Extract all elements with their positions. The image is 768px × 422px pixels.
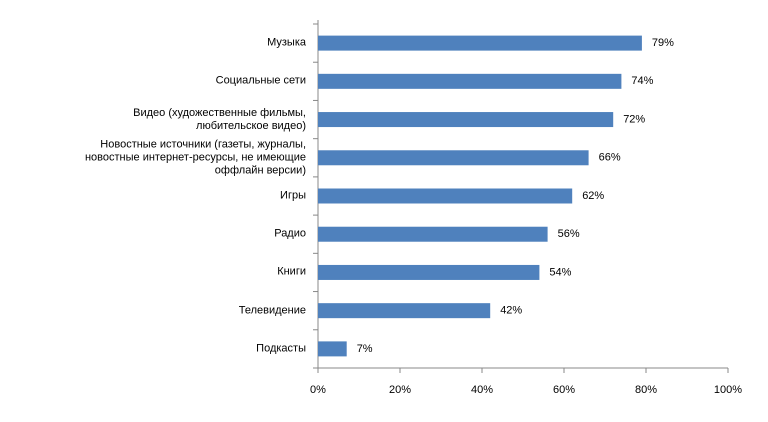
bar: [318, 341, 347, 357]
bar: [318, 226, 548, 242]
x-tick-label: 20%: [389, 384, 411, 396]
y-tick-label: Видео (художественные фильмы, любительск…: [133, 106, 306, 132]
x-tick-label: 40%: [471, 384, 493, 396]
y-tick-label: Книги: [277, 265, 306, 278]
data-label: 54%: [549, 266, 571, 278]
data-label: 66%: [599, 152, 621, 164]
data-label: 42%: [500, 305, 522, 317]
bar: [318, 188, 573, 204]
data-label: 7%: [357, 343, 373, 355]
y-tick-label: Телевидение: [238, 304, 306, 317]
bar: [318, 112, 614, 128]
bar: [318, 35, 642, 51]
bar: [318, 150, 589, 166]
data-label: 56%: [558, 228, 580, 240]
y-tick-label: Подкасты: [256, 342, 306, 355]
data-label: 74%: [631, 75, 653, 87]
bar: [318, 303, 491, 319]
data-label: 62%: [582, 190, 604, 202]
data-label: 72%: [623, 113, 645, 125]
bar: [318, 264, 540, 280]
bar: [318, 73, 622, 89]
y-tick-label: Игры: [280, 189, 306, 202]
y-tick-label: Радио: [274, 227, 306, 240]
x-tick-label: 100%: [714, 384, 742, 396]
y-tick-label: Новостные источники (газеты, журналы, но…: [84, 138, 306, 177]
data-label: 79%: [652, 37, 674, 49]
y-tick-label: Музыка: [267, 36, 306, 49]
x-tick-label: 60%: [553, 384, 575, 396]
y-tick-label: Социальные сети: [215, 74, 306, 87]
x-tick-label: 0%: [310, 384, 326, 396]
x-tick-label: 80%: [635, 384, 657, 396]
